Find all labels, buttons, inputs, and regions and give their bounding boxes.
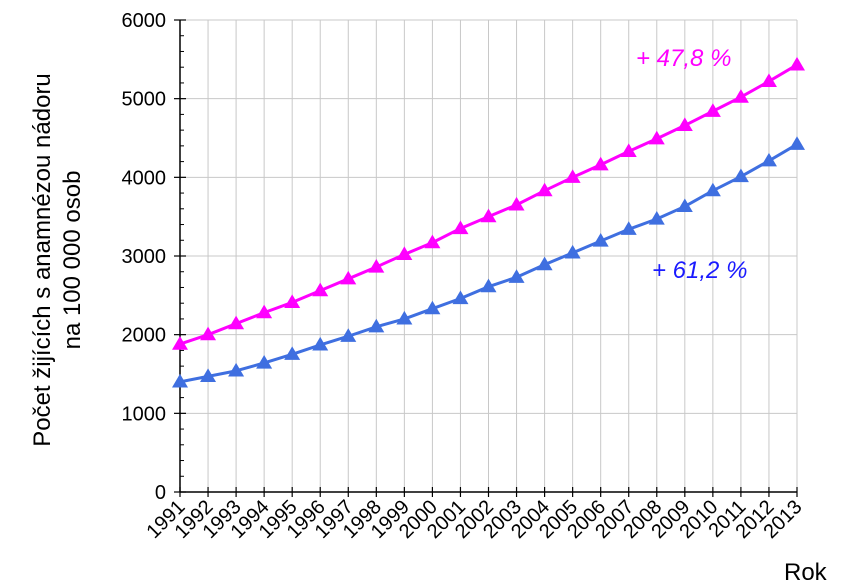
data-point-marker	[789, 136, 805, 150]
y-tick-label: 0	[155, 482, 166, 504]
annotation-pink: + 47,8 %	[636, 45, 731, 72]
x-tick-labels: 1991199219931994199519961997199819992000…	[143, 496, 807, 543]
y-tick-label: 5000	[122, 89, 167, 111]
data-point-marker	[761, 153, 777, 167]
y-tick-label: 6000	[122, 10, 167, 32]
data-point-marker	[733, 89, 749, 103]
grid-lines	[180, 20, 797, 492]
data-point-marker	[789, 57, 805, 71]
y-axis-title-line2: na 100 000 osob	[59, 171, 86, 350]
data-point-marker	[733, 169, 749, 183]
y-tick-label: 4000	[122, 167, 167, 189]
y-axis-title-line1: Počet žijících s anamnézou nádoru	[29, 73, 56, 447]
y-tick-label: 3000	[122, 246, 167, 268]
y-tick-label: 2000	[122, 325, 167, 347]
y-tick-label: 1000	[122, 403, 167, 425]
y-tick-labels: 0 1000 2000 3000 4000 5000 6000	[122, 10, 167, 504]
x-axis-title: Rok	[784, 559, 828, 586]
data-point-marker	[677, 198, 693, 212]
data-point-marker	[761, 73, 777, 87]
annotation-blue: + 61,2 %	[652, 257, 747, 284]
